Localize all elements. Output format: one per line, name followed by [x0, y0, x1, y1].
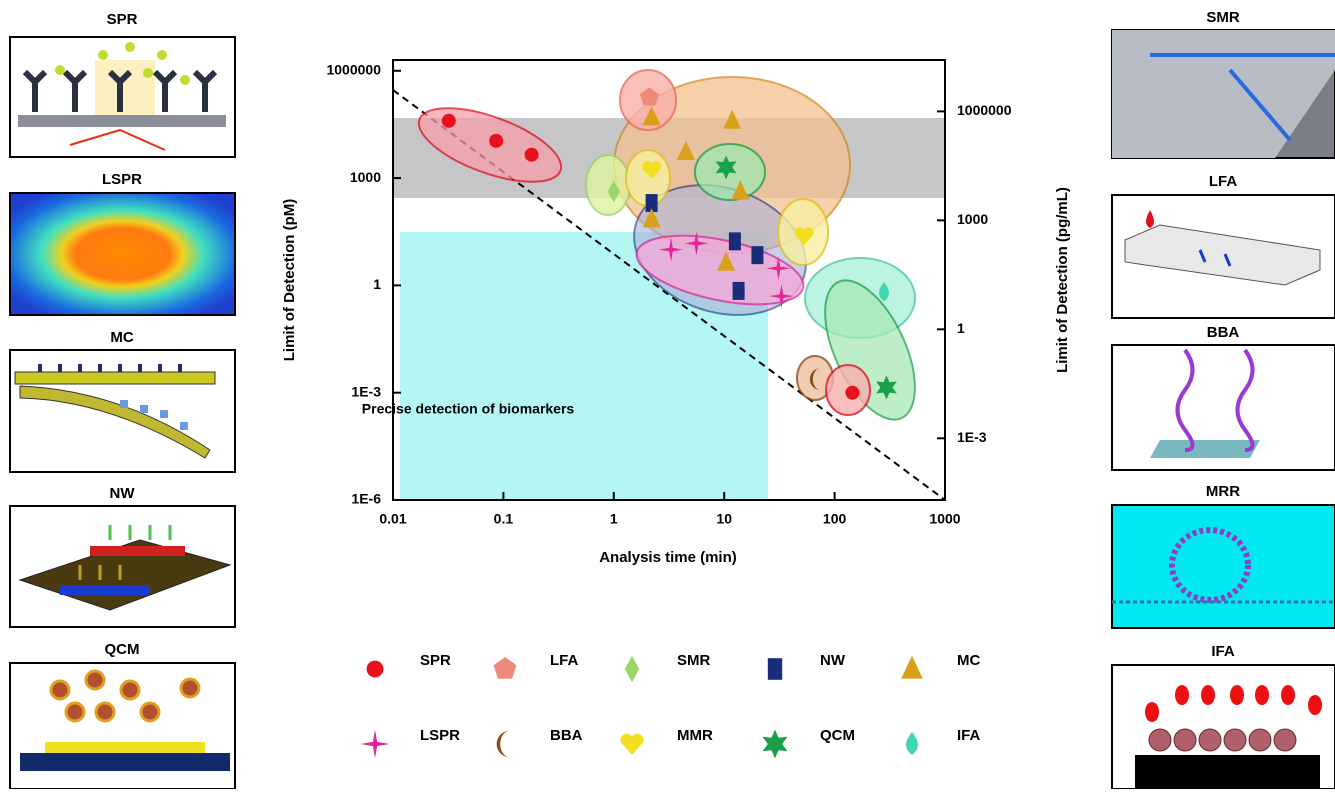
- marker: [845, 386, 859, 400]
- y2-tick-label: 1000: [957, 211, 988, 227]
- y-axis-label: Limit of Detection (pM): [281, 199, 298, 361]
- y-tick-label: 1E-6: [351, 491, 381, 507]
- legend-label: SPR: [420, 652, 451, 669]
- marker: [768, 658, 782, 680]
- marker: [751, 246, 763, 264]
- panel-title: MRR: [1206, 483, 1240, 500]
- marker: [361, 730, 390, 759]
- y2-tick-label: 1: [957, 320, 965, 336]
- y2-tick-label: 1000000: [957, 102, 1012, 118]
- plot-regions: [393, 60, 945, 500]
- x-tick-label: 0.1: [494, 511, 514, 527]
- legend-label: LFA: [550, 652, 578, 669]
- marker: [625, 656, 639, 682]
- x-tick-label: 1000: [929, 511, 960, 527]
- marker: [733, 282, 745, 300]
- marker: [901, 656, 923, 679]
- marker: [489, 134, 503, 148]
- panel-title: MC: [110, 329, 133, 346]
- y2-axis-label: Limit of Detection (pg/mL): [1054, 187, 1071, 373]
- y-tick-label: 1E-3: [351, 383, 381, 399]
- marker: [729, 232, 741, 250]
- legend-label: NW: [820, 652, 846, 669]
- marker: [442, 114, 456, 128]
- legend-label: QCM: [820, 727, 855, 744]
- panel-title: LSPR: [102, 171, 142, 188]
- panel-title: BBA: [1207, 324, 1240, 341]
- x-tick-label: 1: [610, 511, 618, 527]
- y-tick-label: 1000: [350, 169, 381, 185]
- marker: [497, 731, 510, 757]
- marker: [763, 730, 788, 759]
- y-tick-label: 1000000: [326, 61, 381, 77]
- legend-label: MC: [957, 652, 980, 669]
- panel-title: QCM: [105, 641, 140, 658]
- panel-title: LFA: [1209, 173, 1237, 190]
- legend-label: LSPR: [420, 727, 460, 744]
- panel-title: SPR: [107, 11, 138, 28]
- annotation: Precise detection of biomarkers: [362, 401, 575, 417]
- figure: Precise detection of biomarkers Analysis…: [0, 0, 1335, 789]
- panel-title: NW: [110, 485, 136, 502]
- legend-label: MMR: [677, 727, 713, 744]
- y2-tick-label: 1E-3: [957, 429, 987, 445]
- panel-title: SMR: [1206, 9, 1240, 26]
- legend-label: SMR: [677, 652, 711, 669]
- marker: [906, 732, 918, 755]
- legend-label: IFA: [957, 727, 981, 744]
- x-tick-label: 10: [716, 511, 732, 527]
- marker: [620, 734, 643, 755]
- legend-label: BBA: [550, 727, 583, 744]
- x-tick-label: 0.01: [379, 511, 406, 527]
- marker: [525, 148, 539, 162]
- x-tick-label: 100: [823, 511, 847, 527]
- x-axis-label: Analysis time (min): [599, 549, 737, 566]
- marker: [494, 657, 517, 679]
- panel-title: IFA: [1211, 643, 1235, 660]
- y-tick-label: 1: [373, 276, 381, 292]
- marker: [367, 661, 384, 678]
